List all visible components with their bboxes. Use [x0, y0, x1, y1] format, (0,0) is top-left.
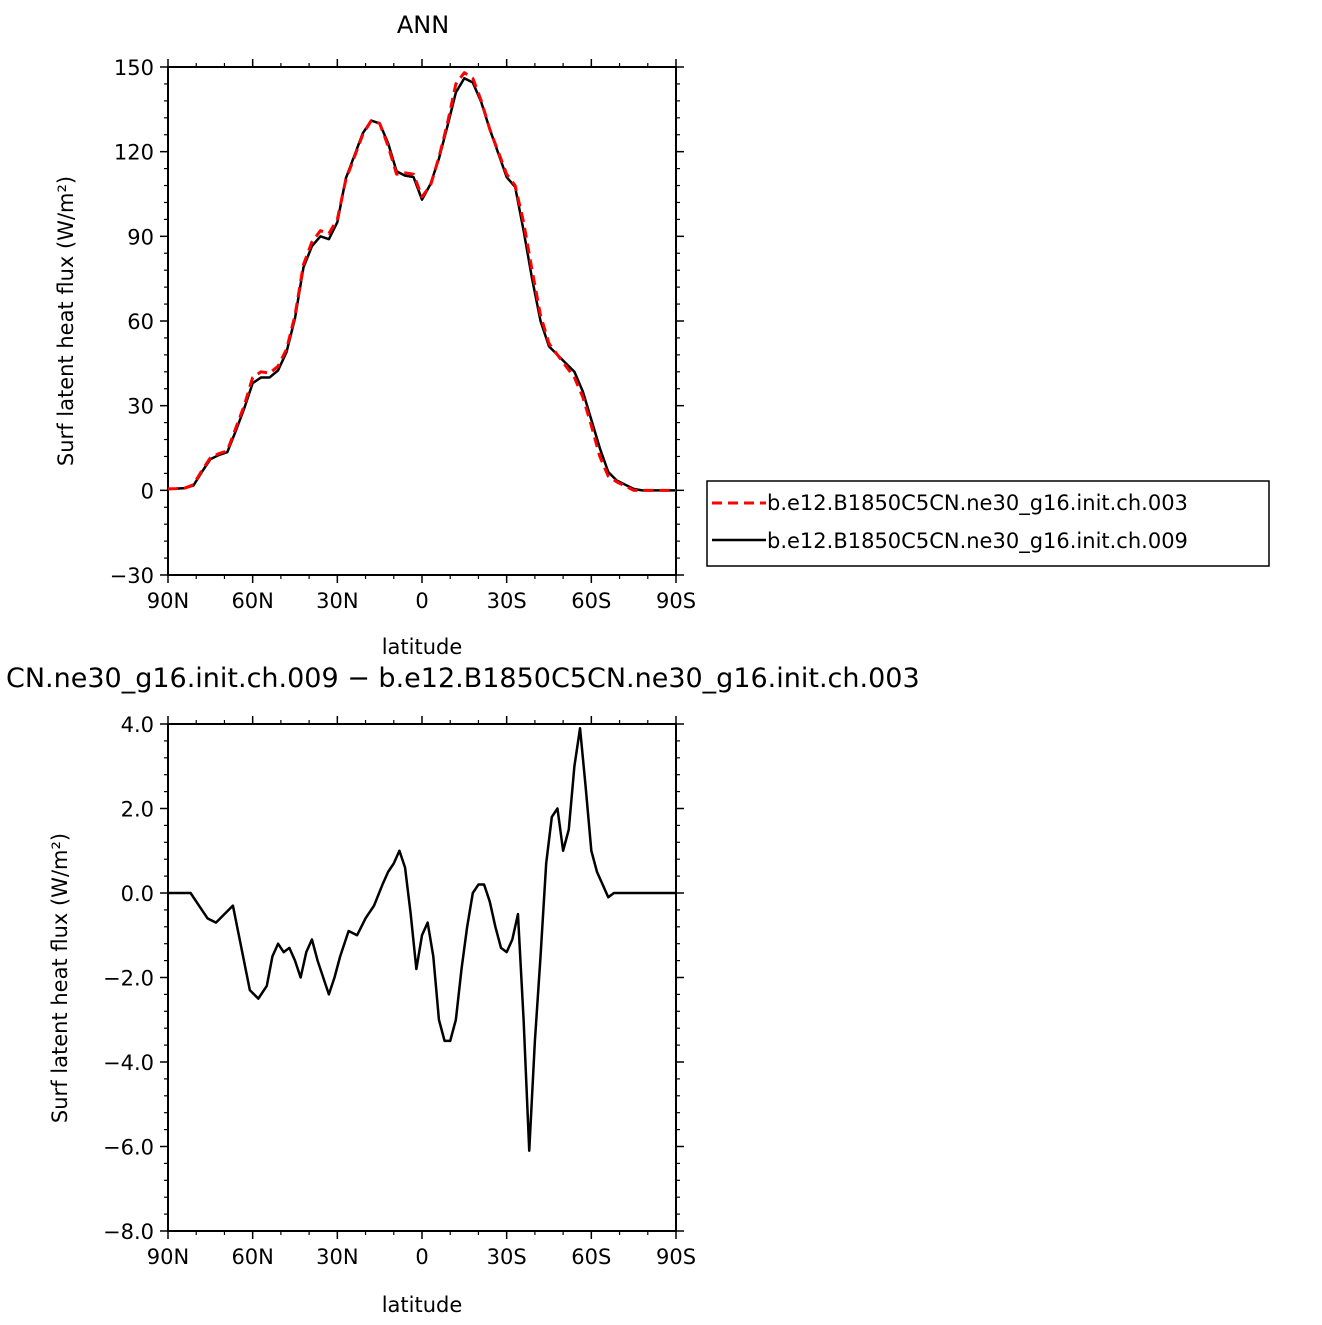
top-y-tick-label: 150 [114, 56, 154, 80]
top-series-line-1 [167, 71, 676, 492]
top-x-tick-label: 90N [147, 589, 189, 613]
legend-label-series-1: b.e12.B1850C5CN.ne30_g16.init.ch.003 [767, 491, 1188, 516]
bottom-x-axis-label: latitude [382, 1293, 463, 1317]
top-y-tick-label: 30 [127, 395, 154, 419]
bottom-series-line-1 [168, 726, 676, 1152]
top-x-tick-label: 30S [487, 589, 527, 613]
top-x-tick-label: 30N [316, 589, 358, 613]
bottom-x-tick-label: 90N [147, 1245, 189, 1269]
bottom-y-tick-label: −6.0 [103, 1136, 154, 1160]
bottom-chart-title: CN.ne30_g16.init.ch.009 − b.e12.B1850C5C… [6, 663, 920, 694]
top-x-tick-label: 60S [571, 589, 611, 613]
top-y-tick-label: 60 [127, 310, 154, 334]
bottom-panel: CN.ne30_g16.init.ch.009 − b.e12.B1850C5C… [6, 663, 920, 1317]
bottom-x-tick-label: 30N [316, 1245, 358, 1269]
bottom-x-tick-label: 60N [231, 1245, 273, 1269]
top-x-axis-label: latitude [382, 635, 463, 659]
top-y-axis-label: Surf latent heat flux (W/m²) [54, 176, 78, 466]
bottom-x-tick-label: 30S [487, 1245, 527, 1269]
top-y-tick-label: −30 [110, 564, 154, 588]
bottom-x-tick-label: 90S [656, 1245, 696, 1269]
top-y-tick-label: 0 [141, 479, 154, 503]
bottom-y-tick-label: 4.0 [121, 713, 154, 737]
top-y-tick-label: 120 [114, 141, 154, 165]
bottom-y-tick-label: −4.0 [103, 1051, 154, 1075]
top-series-line-2 [167, 77, 676, 492]
top-x-tick-label: 90S [656, 589, 696, 613]
top-panel: ANN 90N 60N 30N 0 30S 60S 90S−300306090120150 … [54, 11, 696, 659]
top-y-tick-label: 90 [127, 225, 154, 249]
bottom-y-tick-label: 0.0 [121, 882, 154, 906]
bottom-y-tick-label: −2.0 [103, 967, 154, 991]
bottom-y-tick-label: 2.0 [121, 798, 154, 822]
bottom-x-tick-label: 0 [415, 1245, 428, 1269]
legend: b.e12.B1850C5CN.ne30_g16.init.ch.003 b.e… [706, 480, 1270, 567]
bottom-y-axis-label: Surf latent heat flux (W/m²) [48, 833, 72, 1123]
bottom-plot-frame [167, 723, 677, 1232]
top-x-tick-label: 60N [231, 589, 273, 613]
top-x-tick-label: 0 [415, 589, 428, 613]
top-plot-frame [167, 66, 677, 576]
legend-frame [706, 480, 1270, 567]
legend-label-series-2: b.e12.B1850C5CN.ne30_g16.init.ch.009 [767, 529, 1188, 554]
top-chart-title: ANN [397, 11, 449, 39]
top-plot-area: 90N 60N 30N 0 30S 60S 90S −30 0 30 60 90 120 150 [110, 56, 696, 613]
bottom-y-tick-label: −8.0 [103, 1220, 154, 1244]
bottom-x-tick-label: 60S [571, 1245, 611, 1269]
bottom-plot-area: 90N 60N 30N 0 30S 60S 90S −8.0 −6.0 −4.0 −2.0 0.0 2.… [103, 713, 696, 1269]
